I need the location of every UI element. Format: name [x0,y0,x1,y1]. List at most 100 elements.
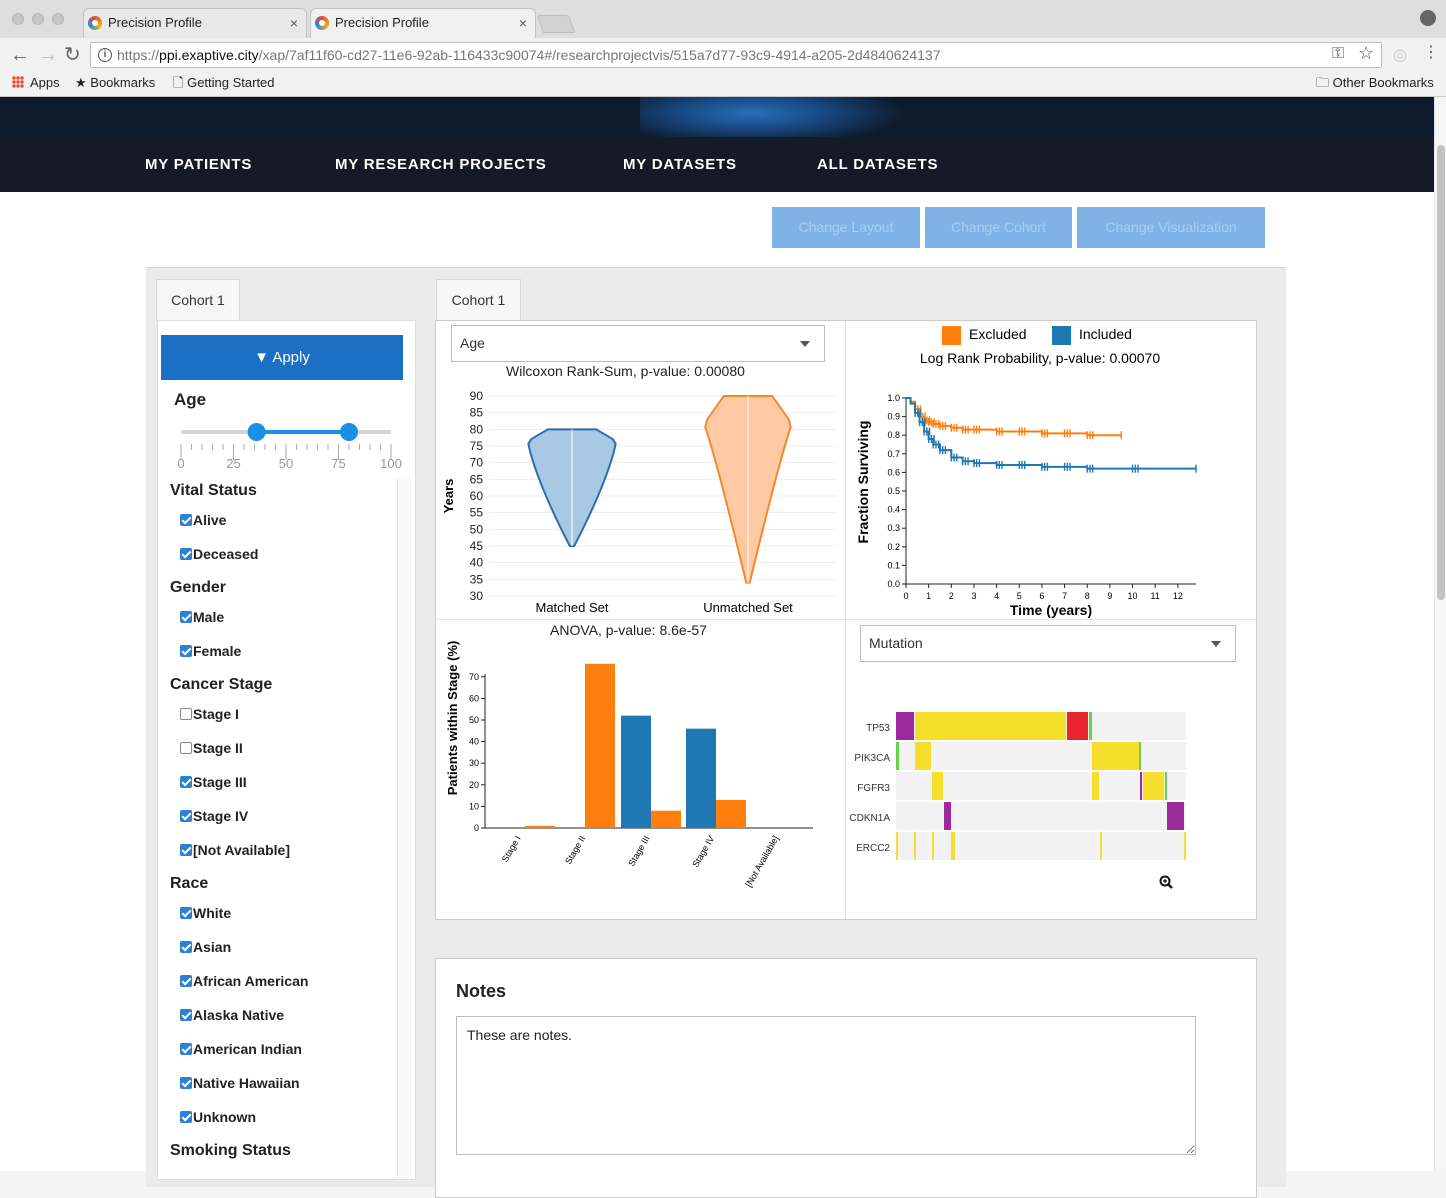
bar-y-tick-label: 70 [469,672,479,682]
heatmap-row-label: TP53 [866,723,890,734]
age-range-slider[interactable]: 0 25 50 75 100 [170,418,405,473]
address-bar[interactable]: i https://ppi.exaptive.city/xap/7af11f60… [90,42,1382,68]
survival-x-tick-label: 4 [994,591,999,601]
page-scrollbar[interactable] [1434,97,1446,1171]
heatmap-cell [1092,772,1099,800]
checkbox-box[interactable] [180,810,192,822]
zoom-window-icon[interactable] [52,13,64,25]
checkbox-african-american[interactable]: African American [180,973,308,989]
checkbox-box[interactable] [180,1009,192,1021]
filter-icon: ▼ [254,349,273,366]
info-icon[interactable]: i [98,48,112,62]
checkbox-deceased[interactable]: Deceased [180,546,258,562]
star-icon[interactable]: ☆ [1358,43,1375,63]
checkbox-unknown[interactable]: Unknown [180,1109,256,1125]
browser-tab-2[interactable]: Precision Profile × [310,8,536,38]
checkbox-box[interactable] [180,844,192,856]
checkbox-box[interactable] [180,611,192,623]
violin-y-axis-label: Years [441,479,456,514]
checkbox-box[interactable] [180,776,192,788]
menu-icon[interactable]: ⋮ [1423,44,1439,61]
change-layout-button[interactable]: Change Layout [772,207,920,248]
heatmap-cell [1089,712,1092,740]
checkbox-stage-ii[interactable]: Stage II [180,740,243,756]
scrollbar-thumb[interactable] [1437,145,1445,600]
back-icon[interactable]: ← [10,44,30,66]
age-select[interactable]: Age [451,325,825,362]
filter-scrollbar[interactable] [397,478,411,1178]
bookmark-other[interactable]: 🗀 Other Bookmarks [1316,75,1434,90]
key-icon[interactable]: ⚿ [1332,45,1345,62]
zoom-lens [1159,875,1171,887]
checkbox-male[interactable]: Male [180,609,224,625]
notes-textarea[interactable]: These are notes. [456,1016,1196,1155]
checkbox-box[interactable] [180,1043,192,1055]
survival-y-tick-label: 0.8 [887,430,900,440]
nav-my-research-projects[interactable]: MY RESEARCH PROJECTS [335,156,547,173]
heatmap-cell [1067,712,1088,740]
zoom-handle [1167,883,1173,889]
survival-chart-title: Log Rank Probability, p-value: 0.00070 [920,350,1160,366]
slider-tick-label: 75 [331,456,345,471]
checkbox-box[interactable] [180,975,192,987]
survival-x-tick-label: 2 [949,591,954,601]
page-icon: 🗋 [173,75,188,90]
minimize-window-icon[interactable] [32,13,44,25]
nav-my-datasets[interactable]: MY DATASETS [623,156,737,173]
checkbox-alaska-native[interactable]: Alaska Native [180,1007,284,1023]
violin-y-tick-label: 40 [470,556,484,570]
change-visualization-button[interactable]: Change Visualization [1077,207,1265,248]
nav-all-datasets[interactable]: ALL DATASETS [817,156,939,173]
bar-y-tick-label: 50 [469,715,479,725]
reload-icon[interactable]: ↻ [64,44,81,66]
checkbox-box[interactable] [180,907,192,919]
close-tab-icon[interactable]: × [518,15,527,31]
checkbox-stage-iv[interactable]: Stage IV [180,808,248,824]
checkbox-female[interactable]: Female [180,643,241,659]
checkbox-box[interactable] [180,941,192,953]
checkbox-stage-iii[interactable]: Stage III [180,774,247,790]
new-tab-button[interactable] [536,15,576,33]
checkbox-box[interactable] [180,645,192,657]
slider-tick-label: 0 [177,456,184,471]
mutation-select[interactable]: Mutation [860,625,1236,662]
zoom-in-icon[interactable] [1159,875,1173,889]
apply-button[interactable]: ▼ Apply [161,335,403,380]
checkbox-box[interactable] [180,742,192,754]
filter-cohort-tab[interactable]: Cohort 1 [156,279,240,321]
survival-y-tick-label: 0.2 [887,542,900,552]
slider-handle-max[interactable] [340,423,358,441]
bar-x-tick-label: Stage III [626,834,651,868]
checkbox-american-indian[interactable]: American Indian [180,1041,302,1057]
checkbox-asian[interactable]: Asian [180,939,231,955]
checkbox-stage-not-available[interactable]: [Not Available] [180,842,290,858]
survival-x-axis-label: Time (years) [1010,602,1092,618]
bar-y-axis-label: Patients within Stage (%) [445,641,460,796]
checkbox-native-hawaiian[interactable]: Native Hawaiian [180,1075,300,1091]
slider-handle-min[interactable] [247,423,266,441]
viz-cohort-tab[interactable]: Cohort 1 [436,279,521,321]
checkbox-box[interactable] [180,708,192,720]
nav-my-patients[interactable]: MY PATIENTS [145,156,253,173]
close-window-icon[interactable] [12,13,24,25]
forward-icon[interactable]: → [38,44,58,66]
checkbox-alive[interactable]: Alive [180,512,226,528]
close-tab-icon[interactable]: × [289,15,298,31]
checkbox-white[interactable]: White [180,905,231,921]
checkbox-box[interactable] [180,1111,192,1123]
browser-tab-1[interactable]: Precision Profile × [83,8,307,38]
checkbox-stage-i[interactable]: Stage I [180,706,239,722]
bookmark-getting-started[interactable]: 🗋 Getting Started [173,75,275,90]
heatmap-row-bg [896,772,1186,800]
extension-icon[interactable]: ◎ [1393,47,1407,64]
bookmark-bookmarks[interactable]: ★ Bookmarks [75,75,156,90]
checkbox-box[interactable] [180,1077,192,1089]
checkbox-box[interactable] [180,548,192,560]
checkbox-box[interactable] [180,514,192,526]
heatmap-cell [1165,772,1167,800]
change-cohort-button[interactable]: Change Cohort [925,207,1072,248]
bookmark-apps[interactable]: Apps [12,72,60,94]
violin-y-tick-label: 80 [470,422,484,436]
bar-stageii-1 [585,663,615,828]
profile-icon[interactable] [1420,10,1436,26]
